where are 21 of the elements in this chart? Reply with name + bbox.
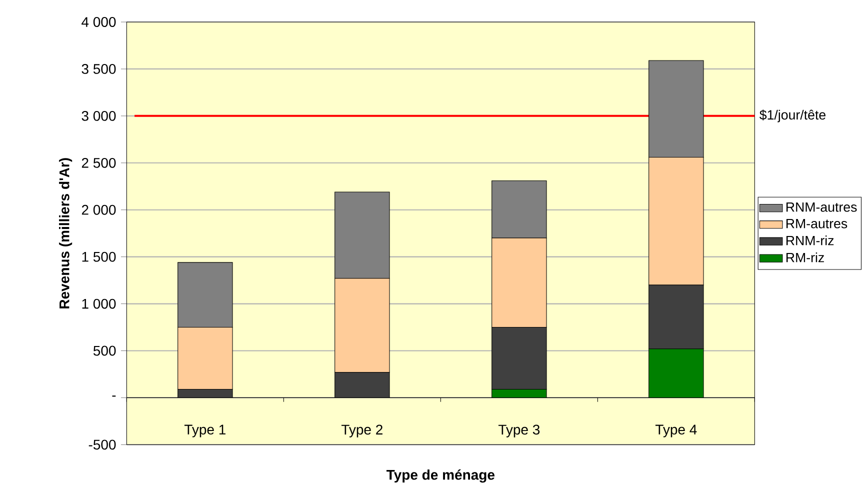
y-tick-label: 3 000 [82,110,116,121]
legend-label: RNM-riz [786,236,834,246]
y-tick-label: 500 [93,346,116,356]
y-tick-label: 2 000 [82,204,116,215]
ref-line-label: $1/jour/tête [760,110,826,122]
y-tick-label: 3 500 [82,64,116,74]
y-axis-title: Revenus (milliers d'Ar) [59,158,72,308]
x-tick-label: Type 1 [184,424,226,438]
y-tick-label: - [112,396,116,397]
x-axis-title: Type de ménage [386,469,495,483]
y-tick-label: 1 000 [82,298,116,309]
legend-label: RNM-autres [786,202,857,212]
x-tick-label: Type 4 [655,424,697,438]
y-tick-label: 1 500 [82,252,116,262]
y-tick-label: 4 000 [82,17,116,27]
x-tick-label: Type 3 [498,424,540,438]
legend-label: RM-autres [786,219,848,228]
legend-label: RM-riz [786,252,824,262]
y-tick-label: 2 500 [82,158,116,168]
x-tick-label: Type 2 [341,424,382,438]
y-tick-label: -500 [88,440,116,450]
